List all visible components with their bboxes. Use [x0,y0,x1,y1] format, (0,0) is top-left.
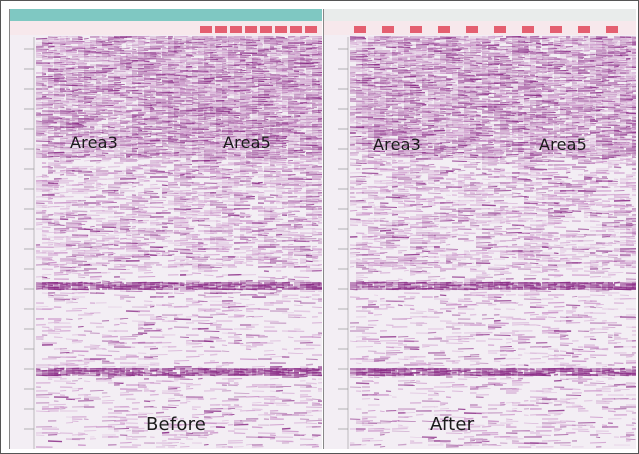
panel-title-bar [10,9,322,21]
area5-label: Area5 [223,133,271,152]
seismic-section-image [10,21,322,449]
panel-title-bar [324,9,636,21]
before-caption: Before [146,414,207,435]
seismic-panel-before: Area3 Area5 Before [9,9,322,449]
seismic-panel-after: Area3 Area5 After [323,9,636,449]
area3-label: Area3 [373,135,421,154]
area3-label: Area3 [70,133,118,152]
after-caption: After [430,414,475,435]
seismic-section-image [324,21,636,449]
area5-label: Area5 [539,135,587,154]
